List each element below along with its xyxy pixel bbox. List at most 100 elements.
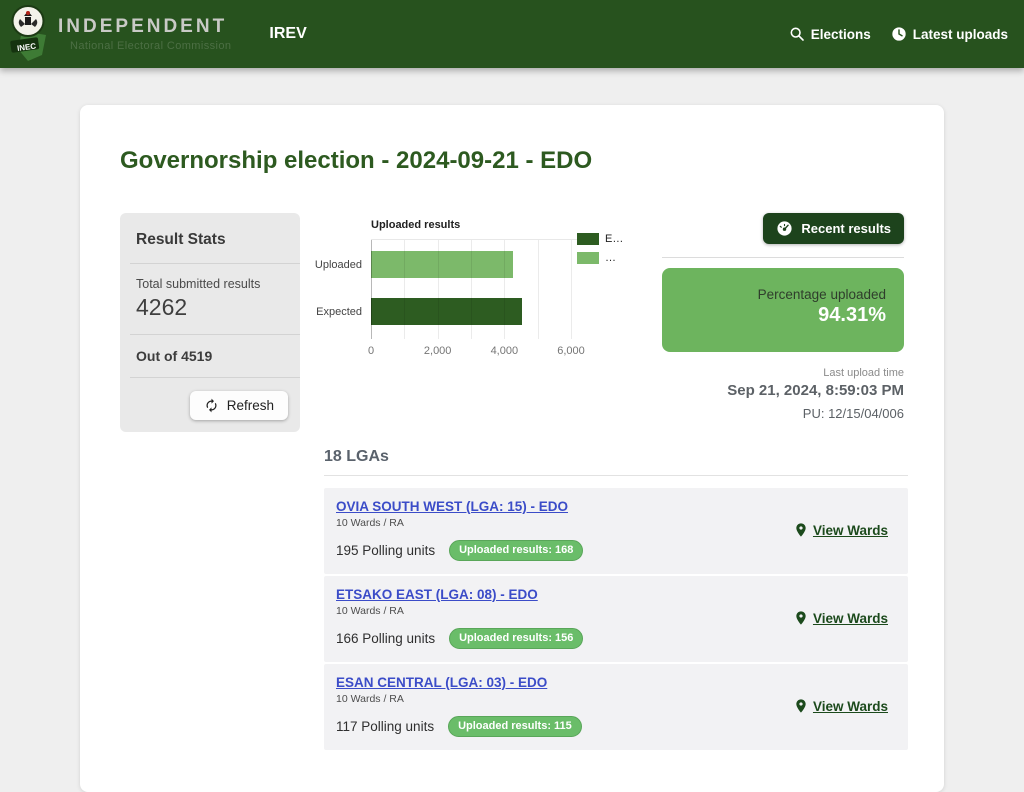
lga-polling-row: 117 Polling units Uploaded results: 115 [336,716,582,737]
chart-gridline [537,240,539,339]
legend-swatch [577,252,599,264]
lga-row-info: ESAN CENTRAL (LGA: 03) - EDO 10 Wards / … [336,675,582,737]
lga-row: ESAN CENTRAL (LGA: 03) - EDO 10 Wards / … [324,664,908,750]
chart-category-label: Expected [316,305,362,318]
nav-latest-uploads-label: Latest uploads [912,26,1008,42]
brand-title: INDEPENDENT [58,16,228,37]
lga-polling-units: 117 Polling units [336,719,435,734]
refresh-button-label: Refresh [226,398,274,413]
location-pin-icon [796,611,806,625]
nav-right: Elections Latest uploads [789,26,1008,42]
chart-tick-label: 6,000 [557,345,585,357]
uploaded-results-badge: Uploaded results: 168 [449,540,584,561]
main-card: Governorship election - 2024-09-21 - EDO… [80,105,944,792]
lga-heading: 18 LGAs [324,448,389,465]
result-stats-heading: Result Stats [136,231,226,248]
chart-gridline [404,240,406,339]
percentage-uploaded-value: 94.31% [818,304,886,326]
legend-label: E… [605,233,624,245]
uploaded-results-chart: Uploaded results Uploaded Expected 0 2,00… [315,213,662,363]
divider [130,377,300,378]
lga-row: OVIA SOUTH WEST (LGA: 15) - EDO 10 Wards… [324,488,908,574]
chart-tick-label: 0 [367,345,375,357]
inec-logo-text: INEC [16,41,36,53]
view-wards-link[interactable]: View Wards [793,610,888,626]
right-panel: Recent results Percentage uploaded 94.31… [662,213,904,421]
search-icon [790,27,804,41]
view-wards-label: View Wards [812,610,888,626]
lga-row-info: ETSAKO EAST (LGA: 08) - EDO 10 Wards / R… [336,587,584,649]
divider [324,475,908,476]
recent-results-label: Recent results [801,221,891,236]
location-pin-icon [796,523,806,537]
divider [662,257,904,258]
brand: INDEPENDENT National Electoral Commissio… [58,16,231,52]
total-submitted-label: Total submitted results [136,277,261,291]
result-stats-card: Result Stats Total submitted results 426… [120,213,300,432]
last-upload-time-value: Sep 21, 2024, 8:59:03 PM [727,382,904,399]
top-section: Result Stats Total submitted results 426… [120,213,904,432]
view-wards-label: View Wards [812,522,888,538]
chart-gridline [437,240,439,339]
brand-subtitle: National Electoral Commission [70,40,232,52]
chart-tick-label: 2,000 [423,345,452,357]
clock-icon [892,27,906,41]
lga-row: ETSAKO EAST (LGA: 08) - EDO 10 Wards / R… [324,576,908,662]
chart-gridline [371,240,372,339]
refresh-icon [206,398,217,413]
lga-row-info: OVIA SOUTH WEST (LGA: 15) - EDO 10 Wards… [336,499,584,561]
chart-plot: Uploaded Expected [315,239,581,339]
percentage-uploaded-card: Percentage uploaded 94.31% [662,268,904,352]
navbar: INEC INDEPENDENT National Electoral Comm… [0,0,1024,68]
last-upload-time-label: Last upload time [823,367,904,379]
nav-elections-label: Elections [810,26,871,42]
lga-polling-units: 195 Polling units [336,543,436,558]
lga-link[interactable]: ETSAKO EAST (LGA: 08) - EDO [336,587,538,602]
divider [130,334,300,335]
recent-results-button[interactable]: Recent results [763,213,904,244]
lga-wards: 10 Wards / RA [336,693,404,705]
refresh-row: Refresh [120,378,300,420]
lga-link[interactable]: OVIA SOUTH WEST (LGA: 15) - EDO [336,499,569,514]
chart-bar-row: Uploaded [315,251,581,278]
lga-wards: 10 Wards / RA [336,517,404,529]
location-pin-icon [796,699,806,713]
chart-gridline [504,240,506,339]
gauge-icon [777,221,792,236]
chart-gridline [471,240,472,339]
refresh-button[interactable]: Refresh [189,391,288,420]
lga-section: 18 LGAs OVIA SOUTH WEST (LGA: 15) - EDO … [324,448,908,750]
divider [130,263,300,264]
nav-item-elections[interactable]: Elections [789,26,871,42]
chart-title: Uploaded results [371,219,461,231]
percentage-uploaded-label: Percentage uploaded [757,287,886,302]
out-of-value: Out of 4519 [136,348,213,364]
lga-polling-row: 166 Polling units Uploaded results: 156 [336,628,584,649]
view-wards-label: View Wards [812,698,888,714]
inec-logo-icon: INEC [10,5,46,61]
lga-polling-units: 166 Polling units [336,631,436,646]
chart-tick-label: 4,000 [490,345,519,357]
chart-x-axis: 0 2,000 4,000 6,000 [367,345,585,359]
chart-legend: E… … [577,233,623,264]
lga-polling-row: 195 Polling units Uploaded results: 168 [336,540,584,561]
legend-label: … [605,252,616,264]
chart-bar-row: Expected [316,298,581,325]
lga-wards: 10 Wards / RA [336,605,404,617]
legend-entry: E… [577,233,623,245]
lga-link[interactable]: ESAN CENTRAL (LGA: 03) - EDO [336,675,548,690]
pu-code: PU: 12/15/04/006 [802,406,904,421]
nav-item-latest-uploads[interactable]: Latest uploads [891,26,1008,42]
chart-category-label: Uploaded [314,258,362,271]
legend-swatch [577,233,599,245]
view-wards-link[interactable]: View Wards [793,698,888,714]
page-title: Governorship election - 2024-09-21 - EDO [120,147,593,174]
chart-bar [371,298,522,325]
uploaded-results-badge: Uploaded results: 156 [449,628,584,649]
uploaded-results-badge: Uploaded results: 115 [448,716,582,737]
total-submitted-value: 4262 [136,294,188,320]
chart-bar [371,251,514,278]
legend-entry: … [577,252,623,264]
view-wards-link[interactable]: View Wards [793,522,888,538]
app-name: IREV [269,25,307,42]
